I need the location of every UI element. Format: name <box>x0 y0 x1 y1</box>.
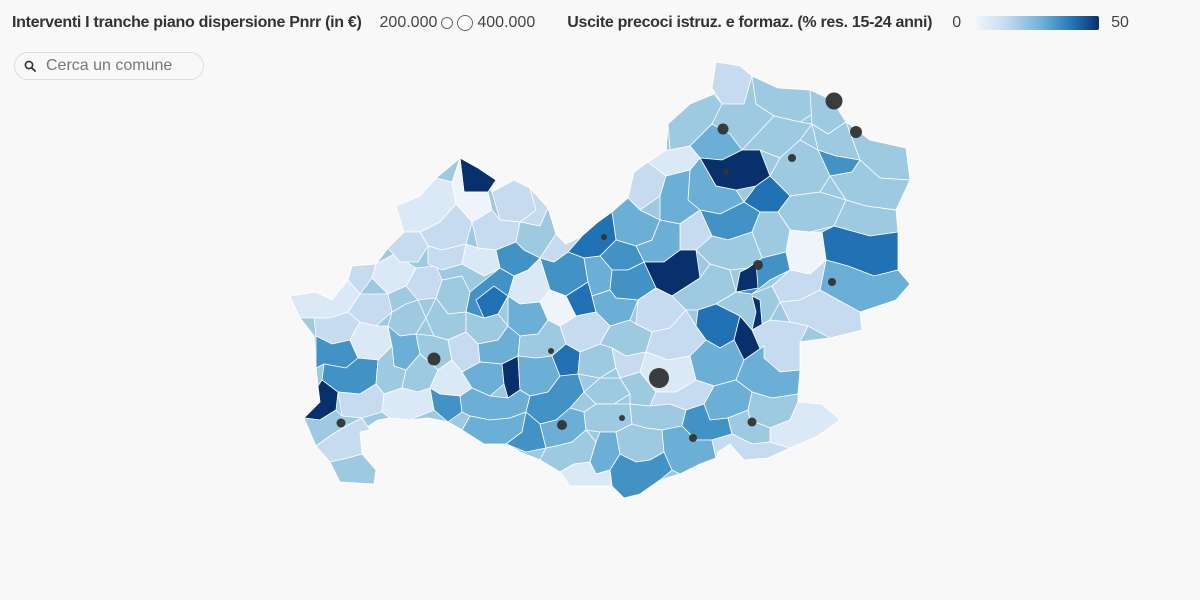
size-legend-title: Interventi I tranche piano dispersione P… <box>12 14 362 31</box>
intervention-bubble[interactable] <box>850 126 862 138</box>
municipality-area[interactable] <box>329 453 377 485</box>
municipality-area[interactable] <box>475 285 509 319</box>
intervention-bubble[interactable] <box>722 168 730 176</box>
municipality-area[interactable] <box>711 433 792 461</box>
intervention-bubble[interactable] <box>557 420 567 430</box>
intervention-bubble[interactable] <box>717 123 729 135</box>
size-legend: 200.000 400.000 <box>379 14 536 32</box>
intervention-bubble[interactable] <box>689 434 697 442</box>
size-max-label: 400.000 <box>477 14 536 31</box>
intervention-bubble[interactable] <box>753 260 763 270</box>
search-input[interactable] <box>44 56 198 76</box>
intervention-bubble[interactable] <box>747 417 757 427</box>
color-legend-title: Uscite precoci istruz. e formaz. (% res.… <box>567 14 933 31</box>
color-legend: 0 50 <box>944 14 1129 32</box>
color-max-label: 50 <box>1111 14 1129 31</box>
municipality-area[interactable] <box>711 61 753 105</box>
size-min-circle-icon <box>441 17 454 29</box>
intervention-bubble[interactable] <box>825 92 843 110</box>
intervention-bubble[interactable] <box>828 278 836 286</box>
municipality-area[interactable] <box>495 241 541 277</box>
legend-bar: Interventi I tranche piano dispersione P… <box>12 10 1200 36</box>
municipality-area[interactable] <box>741 115 813 159</box>
municipality-area[interactable] <box>559 461 613 487</box>
intervention-bubble[interactable] <box>619 415 625 421</box>
intervention-bubble[interactable] <box>548 348 554 354</box>
intervention-bubble[interactable] <box>601 234 607 240</box>
size-min-label: 200.000 <box>379 14 438 31</box>
intervention-bubble[interactable] <box>649 368 669 388</box>
intervention-bubble[interactable] <box>427 352 441 366</box>
municipality-area[interactable] <box>459 157 497 193</box>
municipality-area[interactable] <box>735 261 759 293</box>
intervention-bubble[interactable] <box>336 418 346 428</box>
color-gradient-scale <box>975 16 1100 30</box>
color-min-label: 0 <box>952 14 962 31</box>
intervention-bubble[interactable] <box>788 154 796 162</box>
search-box[interactable] <box>14 52 204 80</box>
municipality-area[interactable] <box>751 75 823 123</box>
search-icon <box>24 60 36 72</box>
size-max-circle-icon <box>457 15 474 31</box>
